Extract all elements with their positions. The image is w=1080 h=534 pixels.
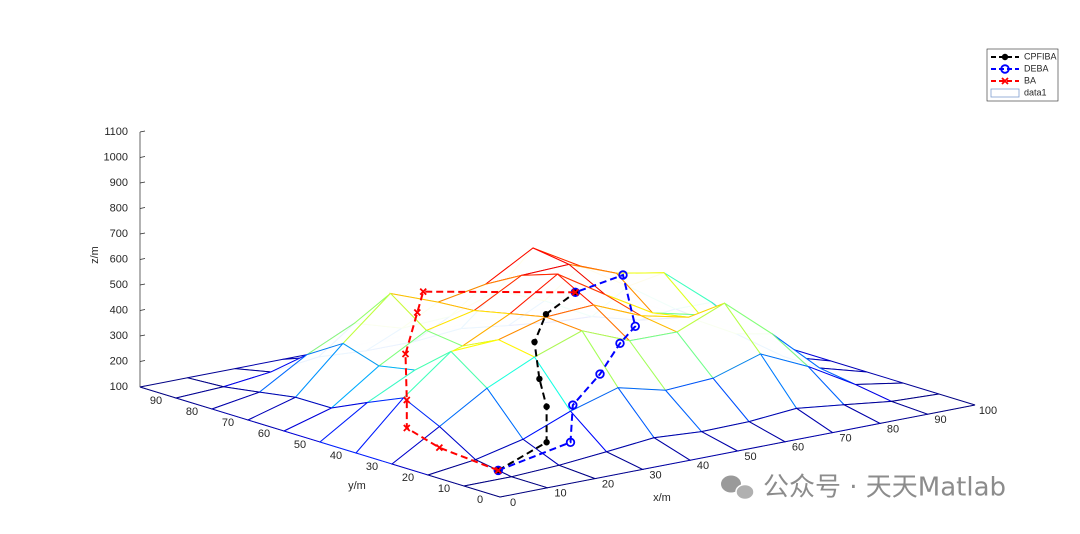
z-tick: [139, 156, 146, 158]
watermark-text: 公众号 · 天天Matlab: [763, 473, 1006, 503]
z-tick: [139, 181, 146, 184]
x-tick-label: 70: [839, 433, 851, 445]
path-marker: [413, 308, 421, 317]
z-tick: [139, 334, 146, 337]
y-tick-label: 20: [402, 472, 414, 484]
legend-label: CPFIBA: [1024, 51, 1057, 61]
z-tick-label: 1100: [104, 126, 128, 138]
path-marker: [571, 288, 579, 296]
y-tick-label: 40: [330, 450, 342, 462]
z-tick-label: 400: [110, 304, 128, 316]
watermark: 公众号 · 天天Matlab: [721, 473, 1006, 503]
paths: [401, 270, 640, 476]
path-marker: [1001, 77, 1009, 85]
y-tick-label: 50: [294, 439, 306, 451]
z-tick: [139, 258, 146, 260]
z-tick-label: 800: [110, 202, 128, 214]
path-marker: [401, 350, 410, 358]
y-axis-label: y/m: [348, 480, 366, 492]
z-tick: [139, 130, 146, 133]
z-tick-label: 900: [110, 177, 128, 189]
path-marker: [543, 439, 550, 446]
path-marker: [435, 444, 443, 452]
x-tick-label: 50: [744, 451, 756, 463]
legend-label: BA: [1024, 75, 1036, 85]
path-marker: [403, 424, 411, 432]
z-tick: [139, 309, 146, 311]
path-marker: [615, 338, 625, 349]
path-marker: [542, 311, 550, 318]
z-tick: [139, 232, 146, 235]
path-line: [404, 290, 576, 472]
wechat-icon: [735, 483, 755, 501]
legend-box: [986, 48, 1059, 102]
path-marker: [403, 396, 411, 404]
x-tick-label: 90: [934, 414, 946, 426]
z-tick-label: 200: [110, 355, 128, 367]
y-tick-label: 30: [366, 461, 378, 473]
x-tick-label: 40: [697, 460, 709, 472]
x-axis-label: x/m: [653, 492, 671, 504]
z-tick: [139, 283, 146, 286]
path-marker: [1001, 53, 1009, 61]
path-marker: [543, 403, 550, 410]
path-marker: [536, 375, 543, 383]
legend-label: DEBA: [1024, 63, 1049, 73]
z-tick-label: 600: [110, 253, 128, 265]
y-tick-label: 90: [150, 395, 162, 407]
x-tick-label: 60: [792, 442, 804, 454]
z-tick-label: 300: [110, 330, 128, 342]
legend-swatch: [990, 88, 1020, 98]
z-tick-label: 100: [110, 381, 128, 393]
z-tick-label: 500: [110, 279, 128, 291]
path-marker: [618, 270, 628, 280]
y-tick-label: 70: [222, 417, 234, 429]
x-tick-label: 100: [979, 405, 997, 417]
path-marker: [494, 466, 502, 475]
x-tick-label: 30: [649, 469, 661, 481]
path-marker: [565, 437, 576, 447]
z-axis-label: z/m: [89, 246, 101, 264]
y-tick-label: 80: [186, 406, 198, 418]
y-tick-label: 60: [258, 428, 270, 440]
x-tick-label: 20: [602, 479, 614, 491]
z-tick-label: 700: [110, 228, 128, 240]
path-marker: [531, 338, 538, 346]
path-marker: [1000, 64, 1010, 74]
legend-label: data1: [1024, 87, 1047, 97]
z-tick: [139, 207, 146, 209]
legend: CPFIBA DEBA BA data1: [986, 48, 1059, 102]
path-marker: [630, 321, 640, 331]
x-tick-label: 10: [554, 488, 566, 500]
x-tick-label: 0: [510, 497, 516, 509]
surface-cell: [463, 476, 548, 498]
path-marker: [568, 400, 578, 410]
wechat-icon: [721, 475, 741, 493]
y-tick-label: 10: [438, 483, 450, 495]
path-line: [497, 273, 637, 472]
path-marker: [419, 288, 427, 296]
y-tick-label: 0: [477, 494, 483, 506]
axes: 1002003004005006007008009001000110001020…: [104, 126, 998, 509]
path-marker: [595, 369, 605, 379]
z-tick: [139, 360, 146, 362]
x-tick-label: 80: [887, 423, 899, 435]
z-tick-label: 1000: [104, 151, 128, 163]
path-marker: [493, 465, 503, 476]
